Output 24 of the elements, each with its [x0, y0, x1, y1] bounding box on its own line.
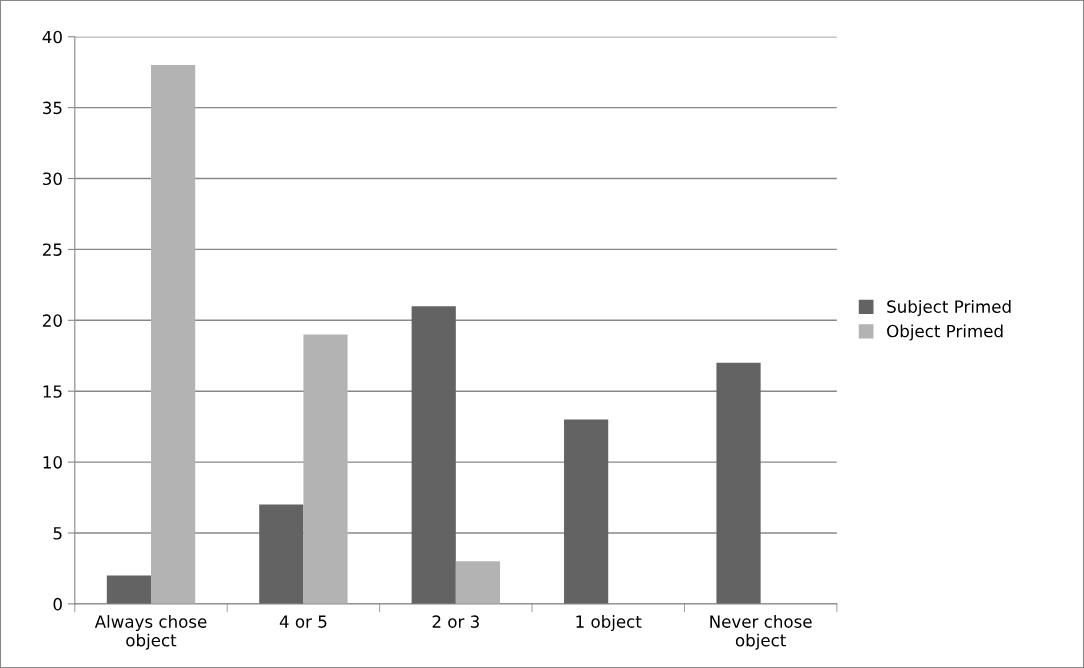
bar [303, 334, 348, 604]
bar [564, 419, 609, 604]
bar [411, 306, 456, 604]
x-tick-label: 1 object [576, 614, 642, 632]
bar [716, 362, 761, 604]
y-tick-label: 40 [42, 30, 62, 44]
y-tick-label: 30 [43, 172, 62, 186]
bar [259, 504, 304, 604]
bar [455, 561, 501, 604]
x-tick-label: Always chose object [94, 614, 207, 650]
x-tick-label: 4 or 5 [279, 615, 327, 628]
y-tick-label: 15 [43, 385, 62, 398]
y-tick-label: 35 [43, 101, 62, 115]
y-tick-label: 20 [43, 314, 62, 327]
legend-label: Subject Primed [887, 300, 1011, 317]
bar [106, 575, 151, 604]
bar [151, 65, 196, 604]
x-tick-label: Never chose object [710, 614, 812, 650]
y-tick-label: 10 [43, 456, 62, 469]
y-tick-label: 5 [53, 527, 62, 540]
x-tick-label: 2 or 3 [432, 615, 479, 628]
y-tick-label: 0 [53, 597, 62, 611]
legend-label: Object Primed [887, 324, 1003, 341]
y-tick-label: 25 [43, 243, 62, 256]
